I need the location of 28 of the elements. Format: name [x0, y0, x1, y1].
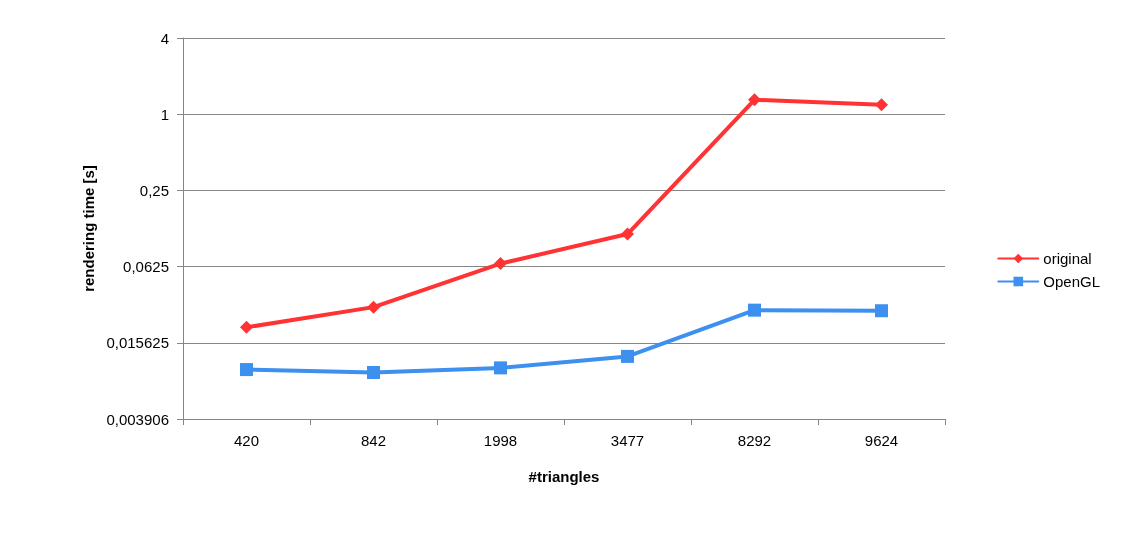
point — [367, 300, 380, 314]
point — [240, 363, 253, 377]
y-tick-label: 0,003906 — [106, 410, 169, 428]
point — [748, 303, 761, 317]
point — [621, 349, 634, 363]
point — [748, 93, 761, 107]
point — [494, 257, 507, 271]
x-tick-label: 8292 — [737, 432, 772, 449]
y-axis-title: rendering time [s] — [79, 165, 97, 292]
point — [875, 304, 888, 318]
point — [875, 98, 888, 112]
x-tick-label: 842 — [360, 432, 387, 449]
x-tick-label: 9624 — [864, 432, 899, 449]
point — [621, 227, 634, 241]
y-tick-label: 0,015625 — [106, 334, 169, 352]
x-tick-label: 420 — [233, 432, 260, 449]
x-tick-label: 1998 — [483, 432, 518, 449]
x-tick-label: 3477 — [610, 432, 645, 449]
y-tick-label: 1 — [160, 105, 169, 123]
x-axis-title: #triangles — [528, 468, 600, 485]
y-tick-label: 0,0625 — [123, 258, 169, 276]
point — [240, 320, 253, 334]
legend-label: original — [1043, 250, 1092, 267]
y-tick-label: 4 — [160, 29, 169, 47]
legend-label: OpenGL — [1043, 273, 1101, 290]
y-tick-label: 0,25 — [139, 181, 169, 199]
point — [367, 366, 380, 380]
point — [494, 361, 507, 375]
